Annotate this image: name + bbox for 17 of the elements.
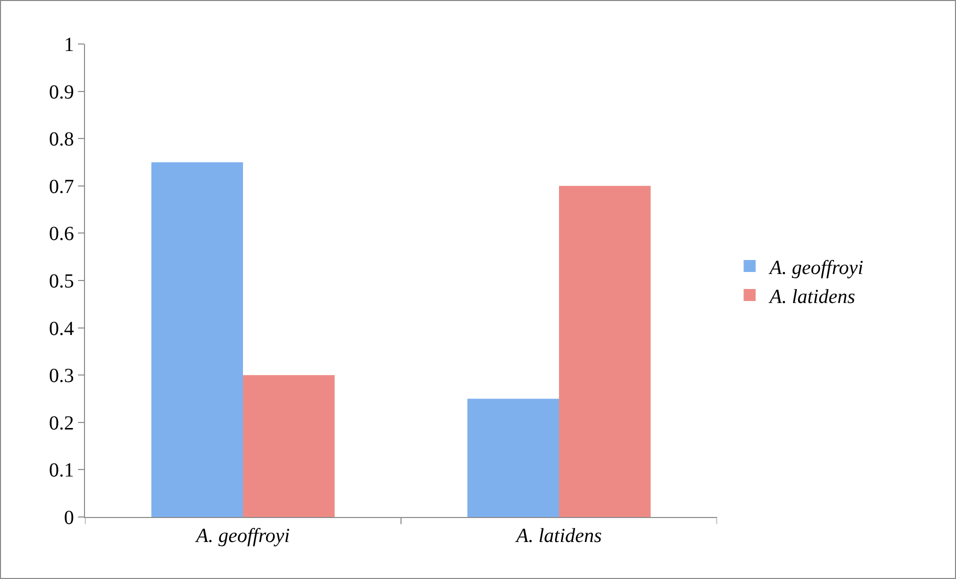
legend-label: A. geoffroyi <box>768 256 864 279</box>
bar <box>243 375 335 517</box>
y-tick-label: 0.6 <box>49 223 74 246</box>
y-tick-label: 0.1 <box>49 460 74 482</box>
legend-label: A. latidens <box>768 286 856 308</box>
y-tick-label: 0.8 <box>49 128 74 151</box>
bar <box>559 186 651 517</box>
y-tick-label: 0.4 <box>49 318 74 340</box>
bar <box>151 162 243 517</box>
y-tick-label: 1 <box>64 34 74 56</box>
y-tick-label: 0 <box>64 507 74 529</box>
y-tick-label: 0.3 <box>49 365 74 388</box>
bar <box>467 398 559 517</box>
y-tick-label: 0.7 <box>49 176 74 198</box>
y-tick-label: 0.2 <box>49 412 74 434</box>
y-tick-label: 0.5 <box>49 270 74 292</box>
y-tick-label: 0.9 <box>49 81 74 104</box>
